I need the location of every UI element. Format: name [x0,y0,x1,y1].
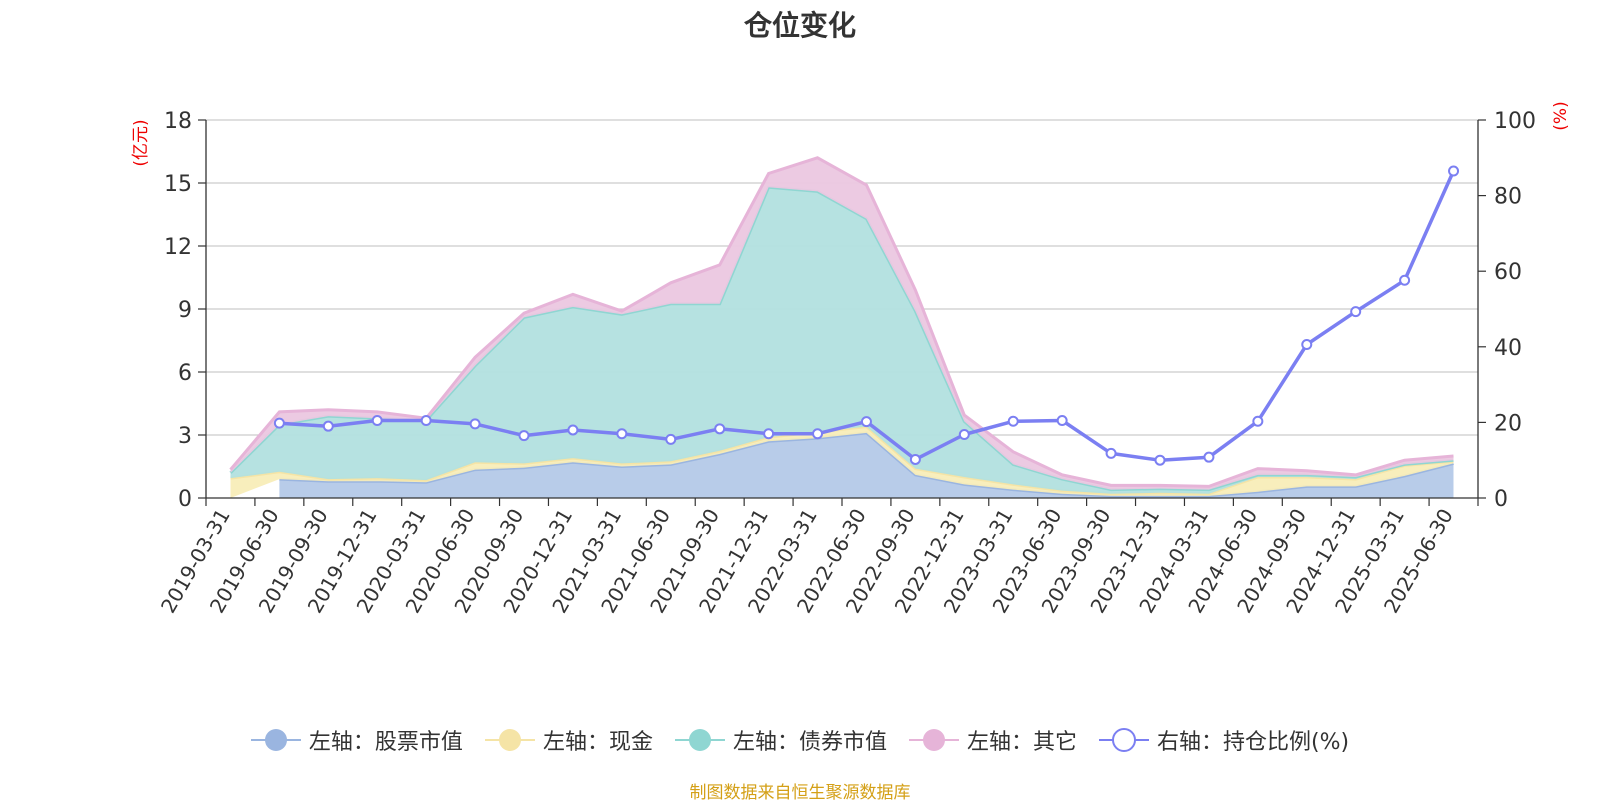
ratio-point [958,428,970,440]
ratio-point [860,416,872,428]
ratio-point [1056,415,1068,427]
ratio-point [1203,451,1215,463]
area-fill-0 [279,432,1454,498]
ratio-point [1252,415,1264,427]
legend-label: 右轴：持仓比例(%) [1156,730,1350,755]
legend-item-3[interactable]: 左轴：其它 [908,724,1077,756]
ratio-point [273,417,285,429]
legend-symbol [1098,728,1149,752]
ratio-point [665,433,677,445]
legend-label: 左轴：现金 [542,730,653,755]
legend-item-0[interactable]: 左轴：股票市值 [250,724,463,756]
left-tick-label: 6 [178,361,192,386]
left-tick-label: 15 [164,172,192,197]
ratio-point [1350,306,1362,318]
left-tick-label: 12 [164,235,192,260]
legend-symbol [484,729,535,751]
right-tick-label: 100 [1494,109,1536,134]
legend: 左轴：股票市值 左轴：现金 左轴：债券市值 左轴：其它 右轴：持仓比例(%) [0,722,1600,758]
ratio-point [1301,339,1313,351]
right-tick-label: 60 [1494,260,1522,285]
legend-symbol [250,729,301,751]
ratio-point [1105,447,1117,459]
ratio-point [1007,415,1019,427]
ratio-point [371,415,383,427]
ratio-point [322,420,334,432]
legend-item-4[interactable]: 右轴：持仓比例(%) [1098,724,1350,756]
source-note: 制图数据来自恒生聚源数据库 [689,783,911,803]
left-tick-label: 9 [178,298,192,323]
ratio-point [1448,165,1460,177]
right-tick-label: 20 [1494,411,1522,436]
right-tick-label: 40 [1494,336,1522,361]
line-series [273,165,1460,466]
legend-symbol [908,729,959,751]
legend-label: 左轴：其它 [966,730,1077,755]
left-tick-label: 18 [164,109,192,134]
area-series [229,156,1454,498]
ratio-point [420,415,432,427]
ratio-point [518,430,530,442]
chart-title: 仓位变化 [743,9,856,42]
ratio-point [1399,274,1411,286]
right-axis-unit: (%) [1551,101,1571,130]
area-line-2 [229,185,1454,492]
area-line-3 [229,156,1454,488]
left-tick-label: 0 [178,487,192,512]
right-tick-label: 80 [1494,185,1522,210]
ratio-point [763,428,775,440]
ratio-point [1154,454,1166,466]
left-tick-label: 3 [178,424,192,449]
left-axis-unit: (亿元) [131,119,151,166]
right-tick-label: 0 [1494,487,1508,512]
legend-label: 左轴：债券市值 [732,730,887,755]
legend-item-1[interactable]: 左轴：现金 [484,724,653,756]
ratio-point [616,428,628,440]
ratio-point [567,424,579,436]
ratio-point [469,418,481,430]
legend-symbol [674,729,725,751]
ratio-point [812,428,824,440]
ratio-point [909,453,921,465]
ratio-point [714,423,726,435]
legend-item-2[interactable]: 左轴：债券市值 [674,724,887,756]
area-fill-2 [230,187,1454,494]
legend-label: 左轴：股票市值 [308,730,463,755]
